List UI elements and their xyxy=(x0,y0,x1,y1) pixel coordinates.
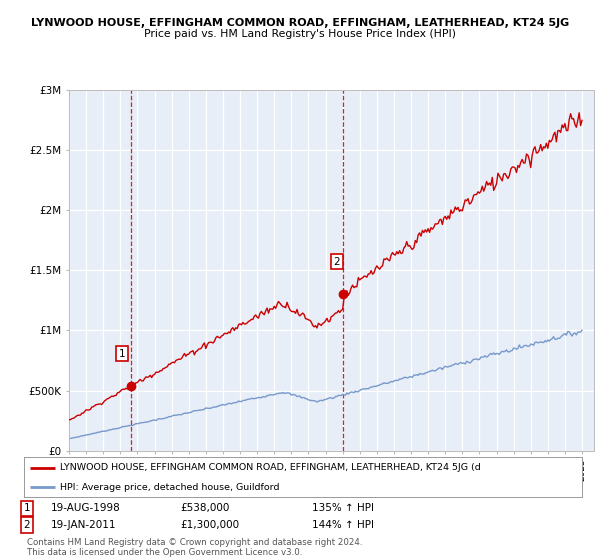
Text: LYNWOOD HOUSE, EFFINGHAM COMMON ROAD, EFFINGHAM, LEATHERHEAD, KT24 5JG: LYNWOOD HOUSE, EFFINGHAM COMMON ROAD, EF… xyxy=(31,18,569,28)
Text: HPI: Average price, detached house, Guildford: HPI: Average price, detached house, Guil… xyxy=(60,483,280,492)
Text: £1,300,000: £1,300,000 xyxy=(180,520,239,530)
Text: LYNWOOD HOUSE, EFFINGHAM COMMON ROAD, EFFINGHAM, LEATHERHEAD, KT24 5JG (d: LYNWOOD HOUSE, EFFINGHAM COMMON ROAD, EF… xyxy=(60,463,481,472)
Text: 144% ↑ HPI: 144% ↑ HPI xyxy=(312,520,374,530)
Text: £538,000: £538,000 xyxy=(180,503,229,514)
Text: 19-AUG-1998: 19-AUG-1998 xyxy=(51,503,121,514)
Text: 2: 2 xyxy=(23,520,31,530)
Text: Price paid vs. HM Land Registry's House Price Index (HPI): Price paid vs. HM Land Registry's House … xyxy=(144,29,456,39)
Text: 135% ↑ HPI: 135% ↑ HPI xyxy=(312,503,374,514)
Text: 19-JAN-2011: 19-JAN-2011 xyxy=(51,520,116,530)
Text: Contains HM Land Registry data © Crown copyright and database right 2024.
This d: Contains HM Land Registry data © Crown c… xyxy=(27,538,362,557)
Text: 1: 1 xyxy=(23,503,31,514)
Text: 1: 1 xyxy=(119,348,125,358)
Text: 2: 2 xyxy=(334,257,340,267)
